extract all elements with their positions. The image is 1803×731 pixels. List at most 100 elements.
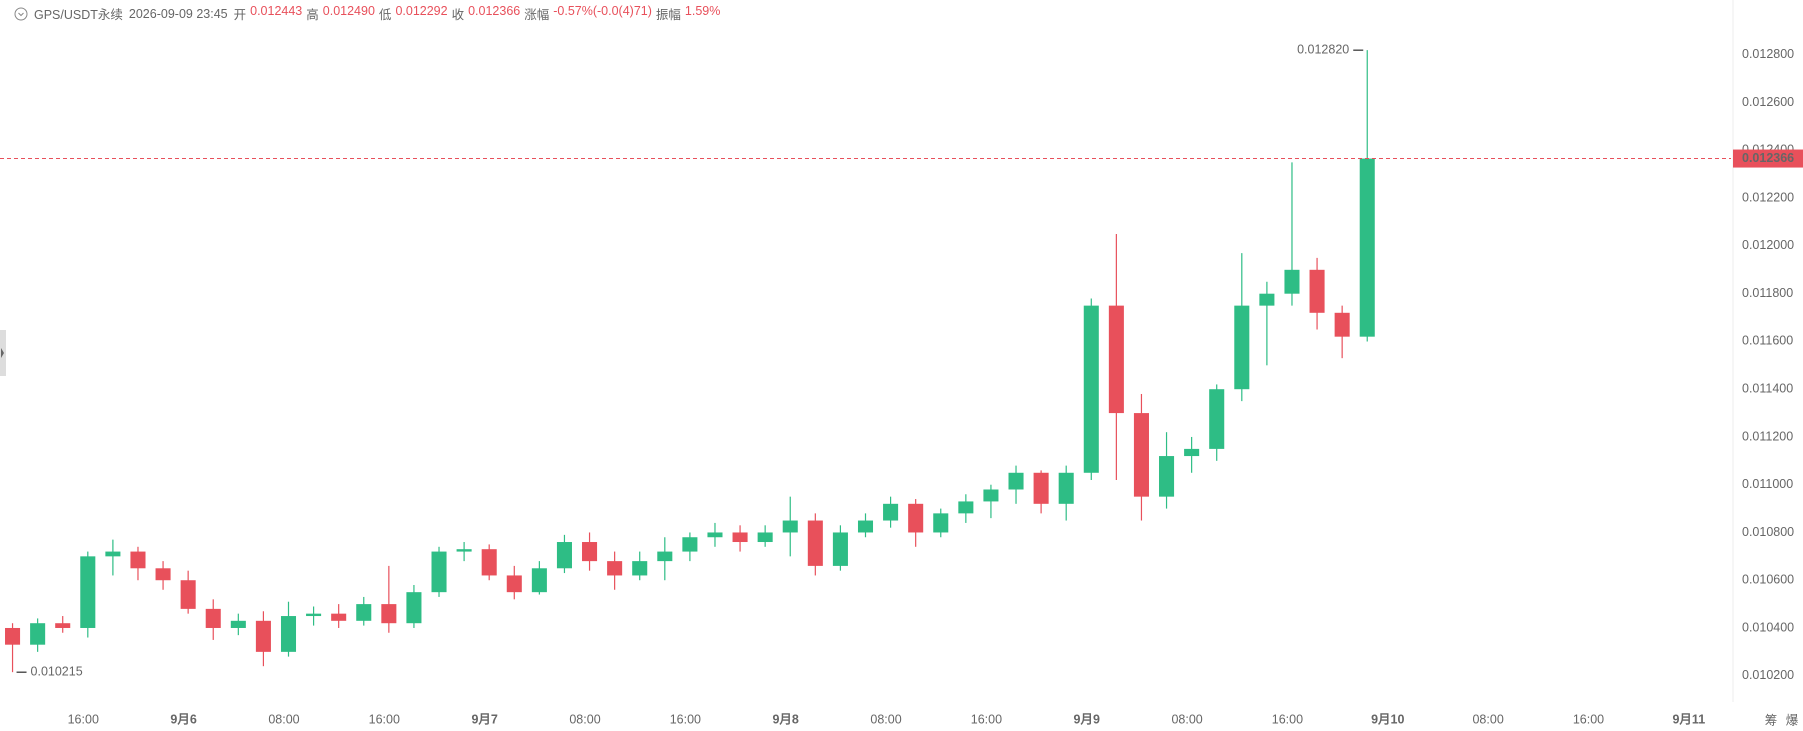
min-label: 0.010215 [31, 664, 83, 678]
candle-body [1033, 472, 1049, 504]
info-label: 开 [233, 8, 247, 22]
candle-body [657, 551, 673, 562]
x-tick-label: 16:00 [971, 712, 1002, 726]
side-tool[interactable]: 筹 [1765, 712, 1778, 727]
y-tick-label: 0.012800 [1742, 47, 1794, 61]
candle-body [1083, 305, 1099, 473]
candle-body [1334, 312, 1350, 337]
side-tab-arrow [1, 348, 4, 358]
candle-body [1284, 269, 1300, 294]
candle-body [1309, 269, 1325, 313]
x-tick-label: 9月9 [1074, 712, 1100, 726]
x-tick-label: 08:00 [268, 712, 299, 726]
candle-body [456, 549, 472, 552]
candle-body [105, 551, 121, 557]
candle-body [431, 551, 447, 593]
x-tick-label: 9月7 [471, 712, 497, 726]
y-tick-label: 0.011000 [1742, 477, 1793, 491]
x-tick-label: 9月10 [1371, 712, 1404, 726]
candle-body [707, 532, 723, 538]
info-label: 高 [306, 8, 319, 22]
candle-body [1209, 389, 1225, 449]
header: GPS/USDT永续 2026-09-09 23:45 开 0.012443 高 0.… [14, 4, 720, 23]
candle-body [506, 575, 522, 593]
ohlc-info: 开 0.012443 高 0.012490 低 0.012292 收 0.012366 涨幅 -0… [234, 4, 721, 23]
candle-body [732, 532, 748, 543]
x-tick-label: 16:00 [68, 712, 99, 726]
candle-body [857, 520, 874, 533]
candle-body [782, 520, 798, 533]
y-tick-label: 0.011800 [1742, 286, 1793, 300]
info-value: -0.57%(-0.0(4)71) [553, 4, 652, 18]
candle-body [80, 556, 96, 628]
last-price-label: 0.012366 [1742, 151, 1794, 165]
candle-body [582, 542, 598, 562]
candle-body [607, 561, 623, 576]
x-tick-label: 08:00 [1472, 712, 1503, 726]
candle-body [130, 551, 146, 569]
x-tick-label: 9月8 [772, 712, 798, 726]
candle-body [5, 627, 21, 645]
info-label: 振幅 [655, 8, 681, 22]
x-tick-label: 16:00 [369, 712, 400, 726]
candle-body [1184, 448, 1200, 457]
candle-body [1359, 158, 1375, 337]
candle-body [306, 613, 322, 617]
collapse-icon[interactable] [14, 7, 28, 21]
y-tick-label: 0.010200 [1742, 668, 1794, 682]
candle-body [1259, 293, 1275, 306]
candle-body [356, 604, 372, 621]
candle-body [30, 623, 46, 645]
candle-body [1108, 305, 1124, 414]
candle-body [883, 503, 899, 521]
info-value: 0.012292 [395, 4, 448, 18]
y-tick-label: 0.012600 [1742, 95, 1794, 109]
candle-body [1058, 472, 1074, 504]
x-tick-label: 08:00 [569, 712, 600, 726]
info-value: 0.012443 [250, 4, 303, 18]
y-tick-label: 0.010600 [1742, 573, 1794, 587]
x-tick-label: 16:00 [670, 712, 701, 726]
candle-body [682, 537, 698, 552]
candle-body [832, 532, 848, 566]
candle-body [280, 616, 297, 652]
candle-body [1234, 305, 1250, 390]
candle-body [933, 513, 949, 533]
side-tool[interactable]: 爆 [1786, 713, 1799, 727]
x-tick-label: 9月11 [1672, 712, 1705, 726]
candle-body [255, 620, 271, 652]
candle-body [531, 568, 547, 593]
y-tick-label: 0.011400 [1742, 382, 1793, 396]
info-label: 涨幅 [524, 8, 550, 22]
info-label: 收 [451, 8, 465, 22]
y-tick-label: 0.010800 [1742, 525, 1794, 539]
y-tick-label: 0.010400 [1742, 620, 1794, 634]
candle-body [757, 532, 773, 543]
candle-body [230, 620, 246, 628]
candle-body [155, 568, 171, 581]
x-tick-label: 16:00 [1272, 712, 1303, 726]
candle-body [406, 592, 422, 624]
info-value: 1.59% [684, 4, 721, 18]
candle-body [1008, 472, 1024, 490]
candle-body [983, 489, 999, 502]
candle-body [908, 503, 924, 533]
info-value: 0.012490 [322, 4, 375, 18]
candle-body [481, 549, 497, 576]
y-tick-label: 0.012000 [1742, 238, 1794, 252]
info-value: 0.012366 [468, 4, 521, 18]
y-tick-label: 0.011600 [1742, 334, 1793, 348]
candle-body [807, 520, 823, 566]
x-tick-label: 08:00 [870, 712, 901, 726]
info-label: 低 [378, 8, 392, 22]
candle-body [1133, 413, 1149, 497]
x-tick-label: 16:00 [1573, 712, 1604, 726]
max-label: 0.012820 [1297, 42, 1349, 56]
candle-body [1159, 456, 1175, 497]
time: 2026-09-09 23:45 [128, 6, 228, 21]
x-tick-label: 08:00 [1171, 712, 1202, 726]
x-tick-label: 9月6 [170, 712, 196, 726]
symbol: GPS/USDT永续 [34, 8, 123, 22]
